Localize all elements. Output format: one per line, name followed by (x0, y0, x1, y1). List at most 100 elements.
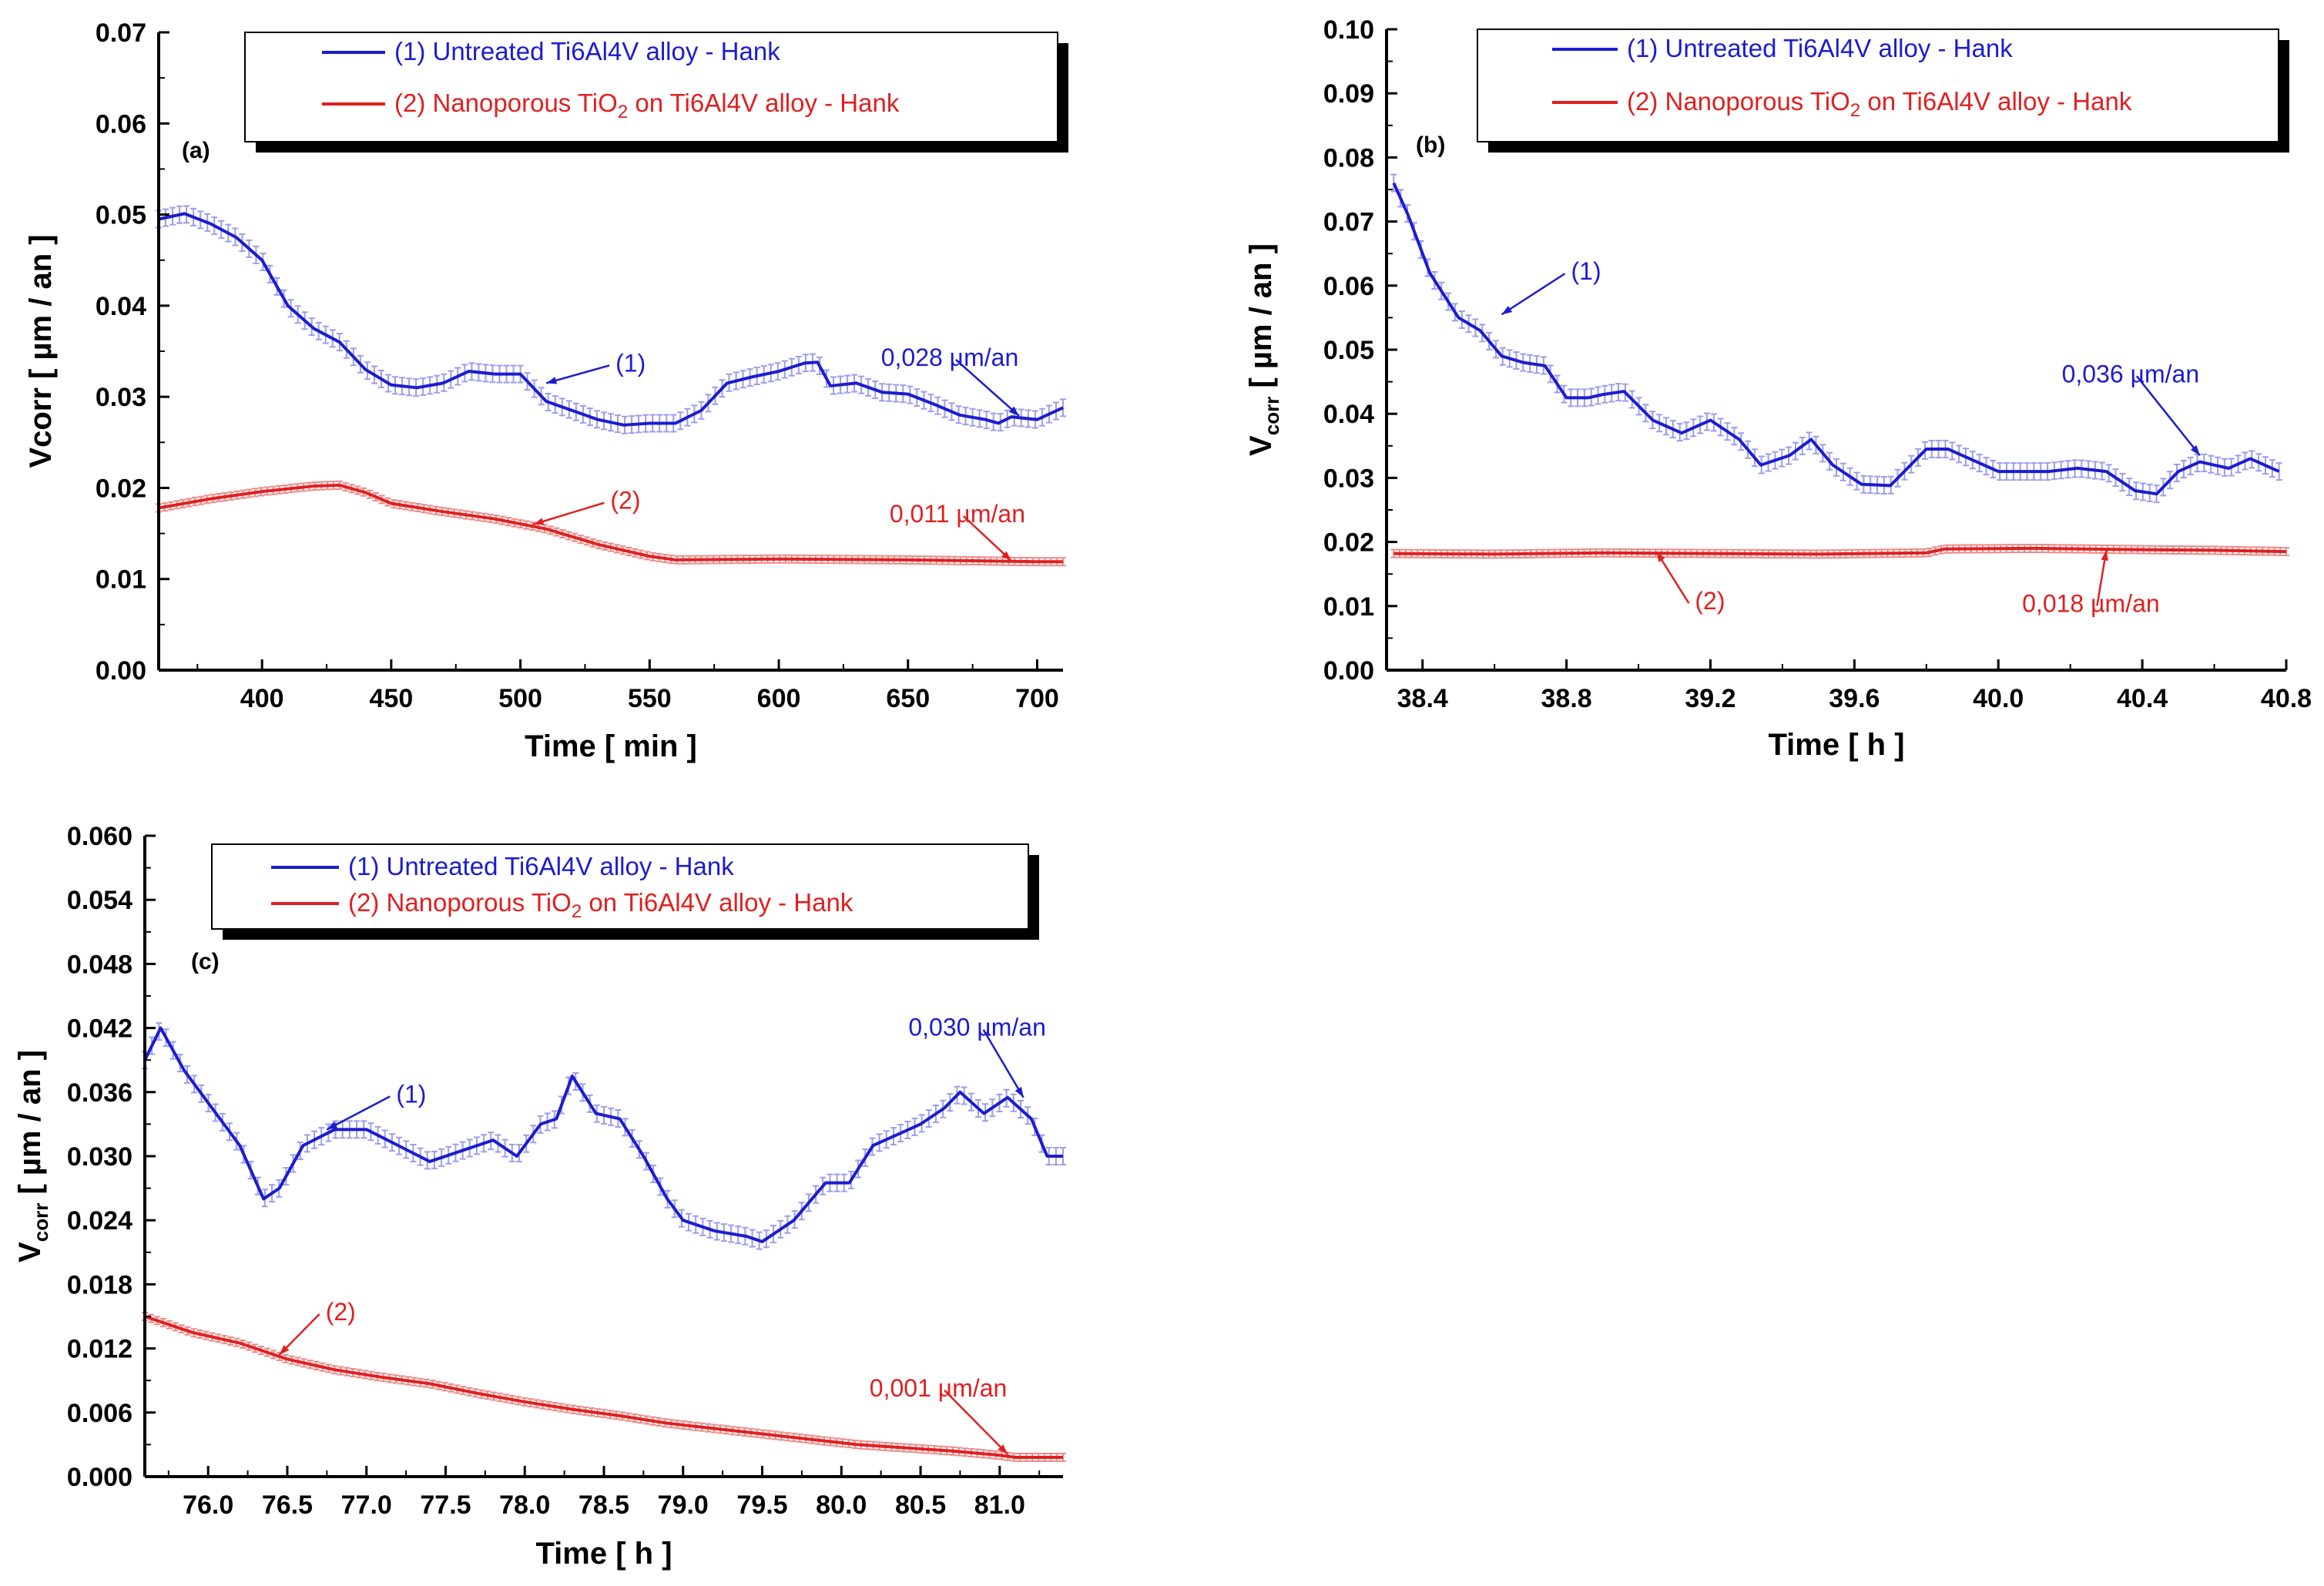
x-tick-label: 38.4 (1397, 684, 1448, 713)
series-line-2 (158, 483, 1063, 564)
legend: (1) Untreated Ti6Al4V alloy - Hank (2) Na… (1477, 29, 2289, 153)
annotation-label: (2) (1695, 587, 1725, 615)
error-bar (1060, 398, 1066, 417)
annotation-arrow (545, 364, 610, 384)
annotation-arrow (982, 1029, 1025, 1098)
annotation-arrow (326, 1095, 391, 1131)
y-tick-label: 0.02 (96, 474, 146, 503)
y-axis-title: Vcorr [ µm / an ] (13, 1050, 52, 1262)
annotation-arrowhead (2190, 445, 2200, 456)
annotation-label: 0,028 µm/an (881, 344, 1019, 371)
x-tick-label: 77.0 (341, 1490, 392, 1520)
annotation: (2) (533, 487, 640, 525)
x-axis-title: Time [ h ] (535, 1537, 672, 1571)
x-tick-label: 80.5 (895, 1490, 946, 1520)
annotation-arrowhead (1014, 1086, 1024, 1098)
legend-entry-1: (1) Untreated Ti6Al4V alloy - Hank (394, 37, 780, 65)
annotation: (2) (1655, 551, 1725, 615)
x-tick-label: 600 (757, 684, 801, 713)
annotation-arrowhead (1656, 552, 1665, 562)
y-tick-label: 0.01 (96, 565, 146, 595)
annotation: 0,030 µm/an (908, 1014, 1046, 1098)
y-tick-label: 0.012 (67, 1335, 132, 1364)
y-tick-label: 0.006 (67, 1399, 132, 1428)
annotation-arrow (1501, 273, 1566, 316)
x-tick-label: 76.0 (183, 1490, 233, 1520)
y-tick-label: 0.054 (67, 886, 132, 915)
series-line-2 (144, 1315, 1063, 1460)
annotation: 0,036 µm/an (2062, 360, 2201, 457)
x-tick-label: 40.4 (2117, 684, 2168, 713)
y-tick-label: 0.048 (67, 950, 132, 979)
y-tick-label: 0.08 (1323, 143, 1374, 173)
y-axis-title: Vcorr [ µm / an ] (1244, 243, 1283, 456)
annotation-arrowhead (1001, 551, 1011, 562)
y-tick-label: 0.06 (1323, 272, 1374, 301)
y-tick-label: 0.09 (1323, 79, 1374, 109)
x-tick-label: 40.0 (1973, 684, 2024, 713)
x-tick-label: 39.6 (1829, 684, 1880, 713)
y-tick-label: 0.07 (96, 18, 146, 48)
legend-box (244, 32, 1058, 143)
y-tick-label: 0.04 (96, 292, 146, 321)
annotation-arrowhead (2101, 550, 2108, 562)
legend-entry-2: (2) Nanoporous TiO2 on Ti6Al4V alloy - H… (394, 89, 900, 122)
annotation: (1) (545, 349, 646, 384)
panel-label: (b) (1416, 132, 1445, 158)
legend-entry-2: (2) Nanoporous TiO2 on Ti6Al4V alloy - H… (1627, 87, 2132, 121)
annotation-arrow (955, 359, 1020, 417)
annotation-arrowhead (998, 1444, 1008, 1454)
y-tick-label: 0.00 (1323, 656, 1374, 686)
x-tick-label: 550 (628, 684, 672, 713)
x-tick-label: 78.5 (578, 1490, 629, 1520)
x-axis-title: Time [ h ] (1768, 728, 1904, 762)
series-line-2 (1393, 546, 2287, 556)
y-axis-title: Vcorr [ µm / an ] (24, 234, 58, 468)
legend-entry-2: (2) Nanoporous TiO2 on Ti6Al4V alloy - H… (348, 888, 853, 922)
y-tick-label: 0.00 (96, 656, 146, 686)
annotation-arrow (533, 501, 605, 525)
x-tick-label: 79.5 (736, 1490, 787, 1520)
y-tick-label: 0.05 (96, 201, 146, 230)
x-tick-label: 40.8 (2261, 684, 2312, 713)
y-tick-label: 0.036 (67, 1078, 132, 1108)
annotation: 0,011 µm/an (890, 500, 1025, 562)
y-tick-label: 0.042 (67, 1014, 132, 1044)
error-bars-series-1 (1390, 173, 2282, 504)
y-tick-label: 0.024 (67, 1206, 132, 1236)
annotation-arrow (1655, 551, 1690, 604)
y-tick-label: 0.060 (67, 822, 132, 851)
error-bar (1390, 173, 1397, 193)
x-tick-label: 79.0 (658, 1490, 709, 1520)
annotation: 0,028 µm/an (881, 344, 1020, 417)
annotation-arrowhead (1008, 406, 1019, 416)
annotation: (1) (1501, 257, 1601, 316)
annotation: 0,018 µm/an (2022, 550, 2160, 617)
y-tick-label: 0.03 (1323, 464, 1374, 493)
annotation: (2) (278, 1298, 356, 1356)
annotation-arrow (963, 515, 1012, 562)
y-tick-label: 0.000 (67, 1463, 132, 1492)
x-axis-title: Time [ min ] (525, 729, 697, 763)
panel-label: (a) (182, 138, 210, 163)
x-tick-label: 38.8 (1541, 684, 1592, 713)
annotation-label: 0,030 µm/an (908, 1014, 1046, 1041)
x-tick-label: 450 (370, 684, 414, 713)
annotation-label: (1) (615, 349, 646, 377)
error-bars-series-1 (156, 205, 1066, 434)
y-tick-label: 0.04 (1323, 400, 1374, 429)
annotation-label: (1) (1571, 257, 1601, 285)
series-line-1 (158, 212, 1064, 427)
annotation: 0,001 µm/an (870, 1374, 1008, 1455)
x-tick-label: 76.5 (262, 1490, 313, 1520)
error-bar (2275, 462, 2282, 481)
y-tick-label: 0.03 (96, 383, 146, 412)
y-tick-label: 0.01 (1323, 592, 1374, 622)
x-tick-label: 77.5 (420, 1490, 471, 1520)
annotation-label: (2) (326, 1298, 356, 1326)
x-tick-label: 400 (240, 684, 284, 713)
x-tick-label: 80.0 (816, 1490, 867, 1520)
annotation-label: (2) (610, 487, 640, 515)
series-line-1 (1392, 182, 2280, 496)
annotation-label: 0,018 µm/an (2022, 589, 2160, 617)
